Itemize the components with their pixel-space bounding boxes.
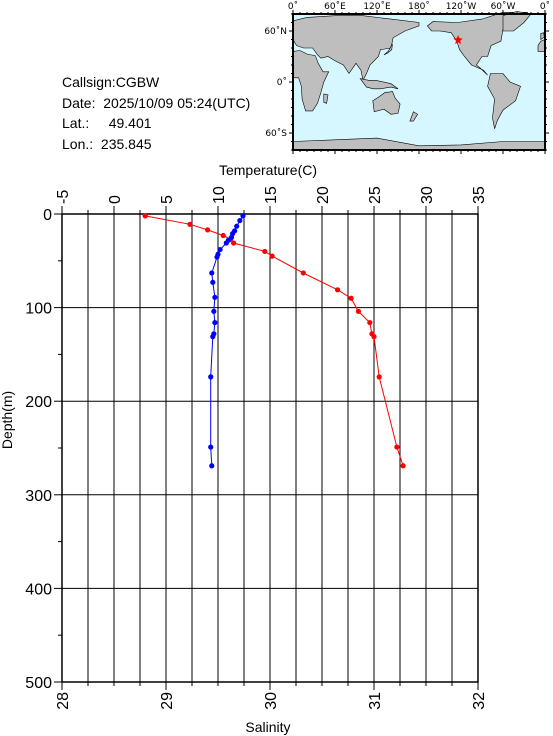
depth-tick-label: 400	[25, 581, 52, 598]
map-lat-label: 60˚N	[264, 26, 287, 37]
temperature-point	[394, 444, 400, 450]
temperature-point	[376, 374, 382, 380]
map-lon-label: 60˚E	[324, 1, 346, 12]
temperature-tick-label: 20	[315, 186, 332, 204]
temperature-point	[220, 232, 226, 239]
map-lon-label: 0˚	[288, 1, 298, 12]
landmass	[292, 15, 420, 82]
date-value: 2025/10/09 05:24(UTC)	[103, 94, 251, 111]
landmass	[537, 39, 546, 52]
temperature-tick-label: 15	[263, 186, 280, 204]
map-lon-label: 120˚W	[446, 1, 477, 12]
salinity-point	[210, 279, 216, 285]
landmass	[359, 78, 399, 90]
y-axis-title: Depth(m)	[0, 391, 15, 449]
temperature-point	[205, 227, 211, 233]
station-info: Callsign:CGBW Date: 2025/10/09 05:24(UTC…	[62, 72, 250, 154]
temperature-point	[371, 334, 377, 340]
temperature-point	[367, 319, 373, 326]
landmass	[292, 50, 330, 112]
salinity-point	[240, 213, 246, 219]
temperature-line	[145, 215, 404, 466]
salinity-point	[210, 334, 216, 340]
lat-row: Lat.: 49.401	[62, 113, 250, 134]
salinity-point	[237, 217, 243, 224]
map-lat-label: 0˚	[277, 77, 287, 88]
salinity-point	[208, 374, 214, 380]
temperature-tick-label: 35	[471, 186, 488, 204]
temperature-point	[300, 270, 306, 276]
temperature-tick-label: 0	[107, 195, 124, 204]
date-label: Date:	[62, 94, 96, 111]
map-lon-label: 180˚	[408, 1, 430, 12]
map-lon-label: 0˚	[540, 1, 550, 12]
salinity-point	[209, 463, 215, 469]
salinity-point	[209, 270, 215, 276]
landmass	[487, 73, 521, 129]
temperature-tick-label: 25	[367, 186, 384, 204]
temperature-tick-label: -5	[55, 190, 72, 204]
temperature-tick-label: 30	[419, 186, 436, 204]
temperature-point	[355, 308, 361, 314]
lat-label: Lat.:	[62, 115, 90, 131]
salinity-point	[217, 246, 223, 253]
temperature-tick-label: 5	[159, 195, 176, 204]
landmass	[409, 111, 419, 122]
temperature-point	[348, 295, 354, 301]
map-lon-label: 60˚W	[491, 1, 516, 12]
bottom-axis-title: Salinity	[245, 719, 290, 735]
map-lat-label: 60˚S	[265, 128, 287, 139]
temperature-point	[231, 240, 237, 246]
landmass	[323, 93, 329, 104]
temperature-point	[269, 253, 275, 259]
landmass	[372, 90, 401, 115]
salinity-point	[223, 240, 229, 246]
depth-tick-label: 300	[25, 488, 52, 505]
depth-tick-label: 100	[25, 301, 52, 318]
depth-tick-label: 0	[43, 207, 52, 224]
series	[142, 213, 406, 469]
salinity-tick-label: 29	[159, 692, 176, 710]
lon-value: 235.845	[100, 135, 152, 152]
landmass	[383, 43, 393, 56]
salinity-point	[212, 294, 218, 300]
salinity-point	[234, 223, 240, 229]
landmass	[540, 32, 545, 41]
temperature-tick-label: 10	[211, 186, 228, 204]
temperature-point	[187, 221, 193, 227]
lon-row: Lon.: 235.845	[62, 134, 250, 155]
depth-tick-label: 200	[25, 394, 52, 411]
lat-value: 49.401	[108, 115, 152, 131]
lon-label: Lon.:	[62, 135, 94, 152]
salinity-line	[210, 215, 244, 466]
callsign-label: Callsign:	[62, 74, 116, 90]
map-lon-label: 120˚E	[363, 1, 391, 12]
salinity-point	[212, 319, 218, 326]
salinity-point	[208, 444, 214, 450]
salinity-tick-label: 30	[263, 692, 280, 710]
top-axis-title: Temperature(C)	[219, 162, 317, 178]
temperature-point	[142, 213, 148, 219]
callsign-value: CGBW	[115, 74, 160, 90]
temperature-point	[335, 287, 341, 293]
salinity-point	[214, 254, 220, 260]
station-marker-star-icon	[453, 35, 463, 45]
callsign-row: Callsign:CGBW	[62, 72, 250, 93]
salinity-point	[211, 308, 217, 314]
depth-tick-label: 500	[25, 675, 52, 692]
grid	[61, 213, 479, 683]
temperature-point	[400, 463, 406, 469]
salinity-tick-label: 28	[55, 692, 72, 710]
salinity-tick-label: 32	[471, 692, 488, 710]
temperature-point	[262, 248, 268, 255]
date-row: Date: 2025/10/09 05:24(UTC)	[62, 93, 250, 114]
salinity-tick-label: 31	[367, 692, 384, 710]
